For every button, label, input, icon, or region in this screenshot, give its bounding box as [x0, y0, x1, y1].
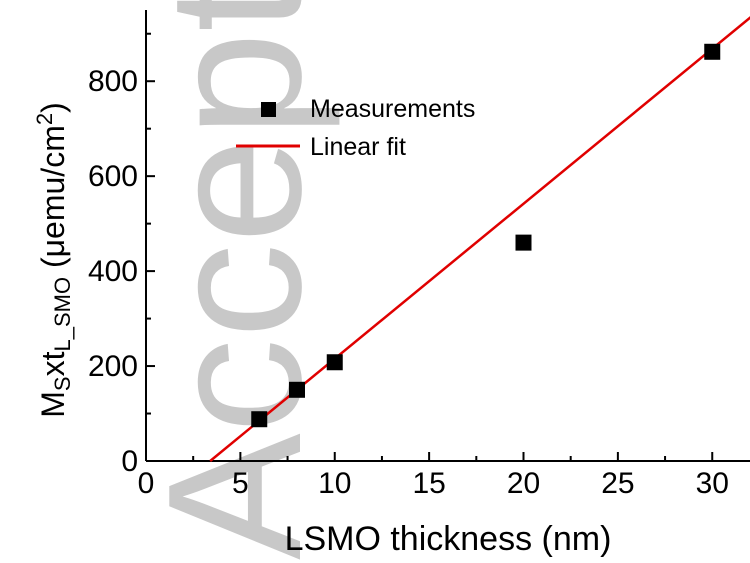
legend-marker-measurements [261, 102, 276, 117]
x-tick-label: 20 [507, 467, 540, 500]
x-tick-label: 5 [232, 467, 249, 500]
y-label-close: ) [35, 102, 71, 113]
x-tick-label: 25 [601, 467, 634, 500]
x-tick-label: 30 [696, 467, 729, 500]
axes [145, 10, 750, 462]
measurement-point [515, 234, 532, 251]
y-tick-label: 600 [88, 160, 138, 193]
y-tick-label: 200 [88, 350, 138, 383]
y-label-sub-s: S [50, 376, 75, 391]
measurement-point [289, 381, 305, 398]
legend: Measurements Linear fit [236, 95, 475, 161]
measurement-point [704, 43, 721, 60]
y-label-sup: 2 [32, 113, 57, 125]
legend-label-fit: Linear fit [310, 133, 406, 161]
x-tick-label: 15 [412, 467, 445, 500]
y-axis-label: MSxtL_SMO (μemu/cm2) [32, 102, 75, 418]
plot-area [209, 16, 750, 462]
measurement-point [326, 354, 343, 371]
y-label-m: M [35, 391, 71, 418]
x-tick-label: 10 [318, 467, 351, 500]
y-label-sub-lsmo: L_SMO [50, 277, 75, 352]
y-tick-label: 0 [121, 445, 138, 478]
ticks [145, 32, 714, 462]
measurement-point [251, 411, 268, 428]
x-tick-label: 0 [138, 467, 155, 500]
watermark-text: Accepted [129, 0, 341, 560]
y-label-xt: xt [35, 351, 71, 376]
tick-labels: 0 5 10 15 20 25 30 0 200 400 600 800 [88, 65, 729, 500]
y-tick-label: 800 [88, 65, 138, 98]
y-tick-label: 400 [88, 255, 138, 288]
y-label-unit: (μemu/cm [35, 125, 71, 277]
legend-label-measurements: Measurements [310, 95, 475, 123]
x-axis-label: LSMO thickness (nm) [285, 520, 612, 558]
